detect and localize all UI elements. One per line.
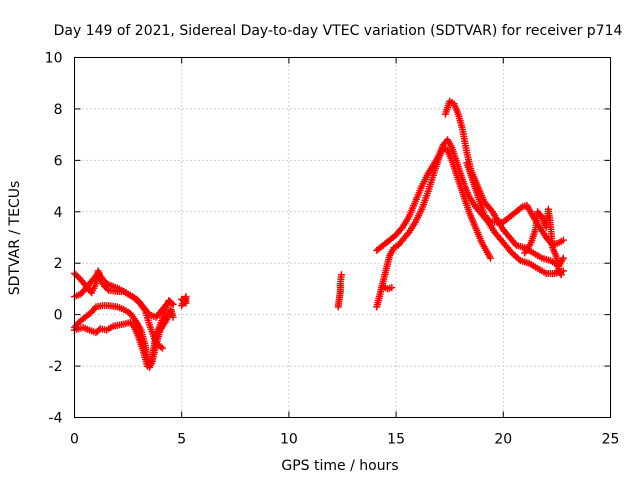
- data-point: [169, 300, 177, 308]
- series-f: [334, 271, 345, 311]
- y-tick-label: 0: [54, 308, 63, 324]
- data-point: [168, 299, 176, 307]
- y-tick-label: -2: [49, 359, 63, 375]
- x-tick-label: 5: [177, 432, 186, 448]
- y-axis-label: SDTVAR / TECUs: [7, 181, 23, 296]
- x-tick-label: 20: [494, 432, 512, 448]
- axis-ticks: [74, 57, 611, 418]
- data-point: [158, 344, 166, 352]
- x-axis-label: GPS time / hours: [281, 458, 398, 474]
- y-tick-label: 4: [54, 205, 63, 221]
- chart-title: Day 149 of 2021, Sidereal Day-to-day VTE…: [54, 23, 623, 39]
- y-tick-label: 2: [54, 256, 63, 272]
- series-k: [379, 282, 396, 293]
- x-tick-label: 25: [602, 432, 620, 448]
- data-point: [557, 271, 565, 279]
- y-tick-label: -4: [49, 411, 63, 427]
- data-point: [559, 236, 567, 244]
- data-point: [485, 217, 493, 225]
- series-e: [178, 293, 190, 310]
- data-point: [559, 254, 567, 262]
- y-tick-label: 8: [54, 102, 63, 118]
- data-point: [169, 313, 177, 321]
- data-point: [486, 254, 494, 262]
- plot-frame: [74, 57, 611, 418]
- grid-lines: [74, 57, 611, 418]
- x-tick-labels: 0 5 10 15 20 25: [70, 432, 619, 448]
- y-tick-labels: -4 -2 0 2 4 6 8 10: [45, 51, 63, 427]
- series-i: [441, 97, 567, 270]
- data-point: [178, 295, 186, 303]
- series-d: [71, 306, 177, 370]
- y-tick-label: 6: [54, 153, 63, 169]
- x-tick-label: 0: [70, 432, 79, 448]
- data-point: [179, 297, 187, 304]
- x-tick-label: 10: [280, 432, 298, 448]
- x-tick-label: 15: [387, 432, 405, 448]
- data-point: [397, 225, 405, 233]
- data-point: [337, 271, 345, 279]
- series-g: [373, 144, 494, 311]
- data-point: [388, 284, 396, 292]
- data-point: [404, 230, 412, 238]
- y-tick-label: 10: [45, 51, 63, 67]
- data-points: [71, 97, 567, 371]
- series-l: [521, 205, 565, 279]
